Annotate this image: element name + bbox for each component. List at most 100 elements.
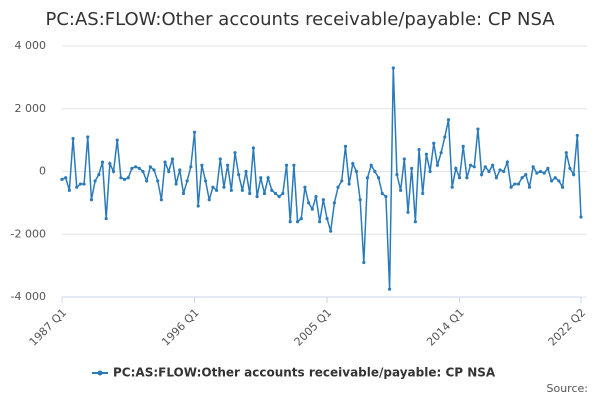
data-point	[535, 171, 539, 175]
data-point	[270, 188, 274, 192]
data-point	[178, 168, 182, 172]
data-point	[376, 176, 381, 180]
data-point	[229, 188, 233, 192]
data-point	[439, 151, 443, 155]
data-point	[207, 198, 211, 202]
data-point	[71, 136, 75, 141]
data-point	[380, 191, 384, 196]
data-point	[413, 220, 417, 224]
data-point	[222, 185, 226, 189]
data-point	[119, 176, 123, 180]
data-point	[292, 163, 296, 167]
data-point	[255, 195, 259, 199]
source: Source:	[547, 382, 589, 395]
data-point	[152, 168, 156, 172]
data-point	[564, 151, 568, 155]
data-point	[115, 138, 119, 142]
data-point	[203, 179, 208, 183]
data-point	[237, 173, 241, 177]
legend-label: PC:AS:FLOW:Other accounts receivable/pay…	[113, 366, 496, 380]
data-point	[369, 163, 373, 167]
data-point	[465, 176, 469, 180]
data-point	[520, 176, 524, 180]
data-point	[354, 169, 359, 174]
data-point	[126, 176, 130, 180]
data-point	[259, 176, 263, 180]
data-point	[446, 118, 451, 122]
data-point	[373, 169, 377, 174]
data-point	[145, 179, 149, 183]
data-point	[524, 173, 528, 177]
data-point	[454, 166, 458, 170]
data-point	[299, 216, 303, 221]
data-point	[122, 177, 127, 181]
data-point	[340, 179, 344, 183]
data-point	[428, 169, 432, 174]
data-point	[196, 204, 200, 208]
legend-marker	[97, 370, 103, 376]
data-point	[189, 165, 193, 169]
data-point	[137, 166, 141, 170]
data-point	[549, 179, 554, 183]
data-point	[167, 169, 171, 174]
data-point	[387, 287, 392, 291]
data-point	[251, 146, 256, 150]
data-point	[314, 195, 318, 199]
data-point	[402, 157, 406, 161]
x-tick-label: 1996 Q1	[159, 306, 202, 349]
data-point	[170, 157, 175, 161]
data-point	[64, 176, 68, 180]
data-point	[321, 198, 325, 202]
data-point	[443, 135, 447, 139]
data-point	[531, 165, 535, 169]
x-tick-label: 1987 Q1	[27, 306, 70, 349]
data-point	[513, 182, 517, 186]
data-point	[351, 162, 355, 166]
data-point	[579, 215, 583, 219]
data-point	[277, 195, 281, 199]
data-point	[93, 179, 97, 183]
data-point	[502, 169, 506, 174]
data-point	[281, 191, 285, 196]
data-point	[310, 207, 314, 211]
data-point	[163, 160, 167, 164]
data-point	[86, 135, 90, 139]
data-point	[284, 163, 289, 167]
y-tick-label: 0	[39, 165, 46, 178]
data-point	[214, 188, 219, 192]
data-point	[575, 133, 579, 138]
x-tick-label: 2005 Q1	[292, 306, 335, 349]
data-point	[516, 182, 521, 186]
data-point	[483, 165, 487, 169]
data-point	[240, 188, 244, 192]
data-point	[141, 169, 145, 174]
data-point	[472, 165, 476, 169]
data-point	[181, 191, 186, 196]
data-point	[325, 216, 329, 221]
data-point	[89, 198, 94, 202]
data-point	[538, 169, 543, 174]
data-point	[509, 185, 513, 189]
data-point	[192, 130, 197, 134]
data-point	[318, 220, 322, 224]
data-point	[307, 201, 311, 205]
x-tick-label: 2014 Q1	[424, 306, 467, 349]
data-point	[266, 176, 270, 180]
data-point	[60, 177, 64, 181]
data-point	[288, 220, 292, 224]
data-point	[185, 179, 189, 183]
data-point	[480, 173, 484, 177]
data-point	[457, 176, 462, 180]
data-point	[546, 166, 550, 170]
data-point	[295, 220, 300, 224]
data-point	[362, 260, 366, 265]
data-point	[365, 176, 370, 180]
data-point	[100, 160, 105, 164]
y-tick-label: 2 000	[15, 102, 47, 115]
data-point	[424, 152, 429, 156]
data-point	[108, 162, 112, 166]
data-point	[450, 185, 454, 189]
data-point	[494, 176, 498, 180]
